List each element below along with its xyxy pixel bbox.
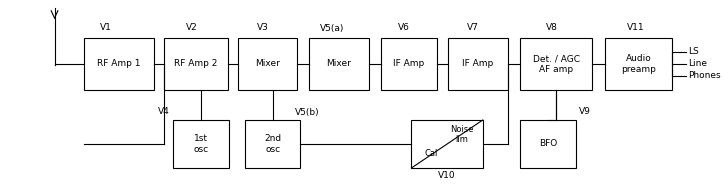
Bar (411, 120, 483, 168)
Text: Det. / AGC
AF amp: Det. / AGC AF amp (533, 54, 579, 74)
Bar (84, 38, 154, 90)
Text: RF Amp 2: RF Amp 2 (174, 60, 218, 68)
Bar (238, 38, 298, 90)
Text: V1: V1 (100, 23, 112, 33)
Text: 1st
osc: 1st osc (194, 134, 209, 154)
Bar (521, 120, 576, 168)
Text: Noise
lim: Noise lim (450, 125, 473, 144)
Text: V8: V8 (546, 23, 558, 33)
Text: RF Amp 1: RF Amp 1 (98, 60, 141, 68)
Text: BFO: BFO (539, 139, 558, 148)
Text: IF Amp: IF Amp (393, 60, 424, 68)
Text: Audio
preamp: Audio preamp (621, 54, 656, 74)
Text: V5(b): V5(b) (295, 107, 320, 117)
Text: V4: V4 (158, 107, 170, 117)
Text: V5(a): V5(a) (320, 23, 344, 33)
Text: Cal: Cal (424, 149, 438, 158)
Bar (381, 38, 438, 90)
Text: V2: V2 (186, 23, 197, 33)
Bar (173, 120, 229, 168)
Bar (448, 38, 507, 90)
Text: Line: Line (688, 60, 707, 68)
Text: LS: LS (688, 48, 699, 56)
Text: V7: V7 (467, 23, 479, 33)
Bar (164, 38, 228, 90)
Bar (605, 38, 672, 90)
Bar (309, 38, 369, 90)
Text: Mixer: Mixer (256, 60, 280, 68)
Text: V10: V10 (438, 171, 456, 179)
Text: 2nd
osc: 2nd osc (264, 134, 281, 154)
Text: V9: V9 (579, 107, 591, 117)
Text: IF Amp: IF Amp (462, 60, 494, 68)
Text: Mixer: Mixer (327, 60, 352, 68)
Text: Phones: Phones (688, 72, 721, 81)
Bar (521, 38, 592, 90)
Text: V11: V11 (627, 23, 644, 33)
Bar (245, 120, 301, 168)
Text: V3: V3 (257, 23, 269, 33)
Text: V6: V6 (397, 23, 409, 33)
